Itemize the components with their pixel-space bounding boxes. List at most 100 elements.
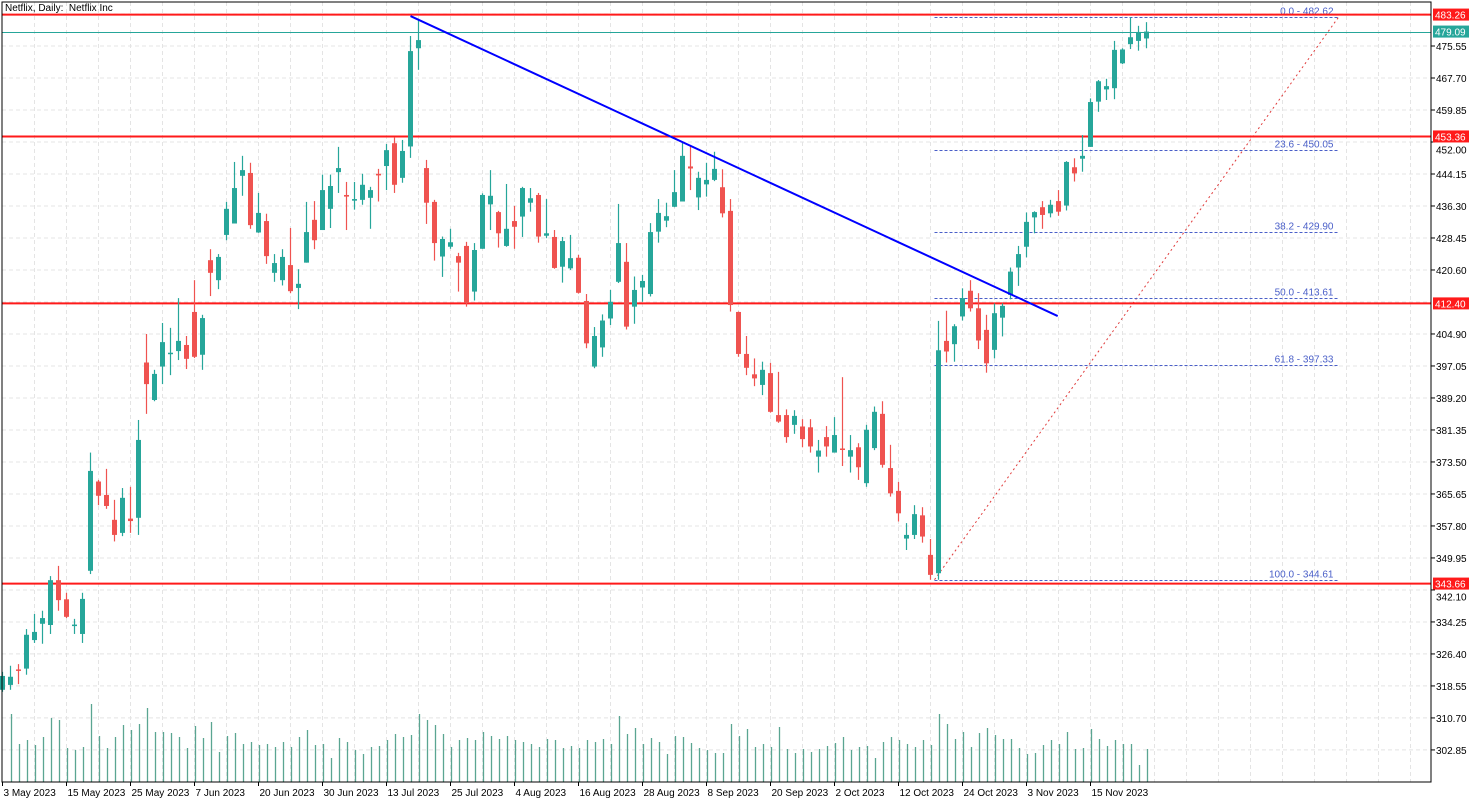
candle-body bbox=[528, 198, 533, 203]
fibonacci-level-label: 61.8 - 397.33 bbox=[1275, 355, 1334, 366]
candle bbox=[576, 254, 581, 294]
price-tick-label: 381.35 bbox=[1436, 426, 1467, 437]
candle-body bbox=[168, 352, 173, 355]
candle bbox=[856, 443, 861, 480]
candle-body bbox=[160, 342, 165, 367]
date-tick-label: 7 Jun 2023 bbox=[196, 788, 246, 799]
candle bbox=[968, 280, 973, 312]
candle bbox=[848, 435, 853, 473]
candle-body bbox=[672, 192, 677, 207]
candle-body bbox=[1040, 207, 1045, 215]
candle bbox=[608, 289, 613, 326]
fibonacci-retracement[interactable]: 0.0 - 482.62 23.6 - 450.05 38.2 - 429.90 50… bbox=[934, 7, 1339, 581]
candle bbox=[816, 439, 821, 473]
candle-body bbox=[256, 212, 261, 233]
date-tick-label: 25 Jul 2023 bbox=[452, 788, 504, 799]
candle-body bbox=[808, 427, 813, 447]
candle bbox=[520, 186, 525, 237]
candle bbox=[360, 173, 365, 205]
candle bbox=[624, 243, 629, 330]
trendline[interactable] bbox=[410, 15, 1059, 317]
candle-body bbox=[1032, 212, 1037, 218]
date-tick-label: 4 Aug 2023 bbox=[516, 788, 567, 799]
candle-body bbox=[448, 242, 453, 247]
price-tick-label: 467.70 bbox=[1436, 74, 1467, 85]
candle-body bbox=[72, 624, 77, 627]
candle bbox=[240, 155, 245, 196]
price-tick-label: 389.20 bbox=[1436, 394, 1467, 405]
candle-body bbox=[856, 447, 861, 468]
candle-body bbox=[752, 374, 757, 379]
candle-body bbox=[248, 172, 253, 226]
candle-body bbox=[80, 598, 85, 634]
candle bbox=[1024, 212, 1029, 258]
candle bbox=[560, 236, 565, 283]
candle-body bbox=[16, 669, 21, 671]
candle-body bbox=[192, 311, 197, 357]
candle bbox=[280, 249, 285, 286]
price-axis[interactable]: 475.55 467.70 459.85 452.00 444.15 436.30 428.… bbox=[1431, 8, 1469, 757]
candle bbox=[648, 223, 653, 297]
candle bbox=[392, 137, 397, 193]
candle bbox=[872, 406, 877, 451]
candle-body bbox=[320, 190, 325, 231]
price-tick-label: 318.55 bbox=[1436, 682, 1467, 693]
candle-body bbox=[1024, 221, 1029, 247]
candle-body bbox=[776, 415, 781, 422]
candle bbox=[504, 183, 509, 247]
candle-body bbox=[312, 219, 317, 241]
candle bbox=[488, 170, 493, 231]
candle bbox=[760, 361, 765, 396]
candle bbox=[272, 254, 277, 282]
candle bbox=[216, 254, 221, 290]
candle-body bbox=[704, 179, 709, 185]
candle bbox=[1080, 135, 1085, 172]
candle bbox=[1112, 40, 1117, 100]
candle bbox=[160, 322, 165, 385]
candle bbox=[224, 201, 229, 241]
candle bbox=[416, 18, 421, 70]
candle bbox=[128, 486, 133, 533]
candle-body bbox=[264, 221, 269, 257]
candle bbox=[456, 252, 461, 292]
candle bbox=[1032, 211, 1037, 234]
candle bbox=[592, 327, 597, 369]
fibonacci-level-label: 100.0 - 344.61 bbox=[1269, 570, 1334, 581]
candle-body bbox=[328, 186, 333, 209]
candle bbox=[792, 410, 797, 434]
candle bbox=[584, 294, 589, 349]
candle bbox=[656, 199, 661, 243]
level-price-badge-background bbox=[1433, 577, 1469, 590]
candle-body bbox=[1088, 102, 1093, 147]
horizontal-levels[interactable] bbox=[2, 13, 1431, 585]
candle-body bbox=[64, 599, 69, 617]
candle-body bbox=[424, 168, 429, 203]
price-tick-label: 334.25 bbox=[1436, 618, 1467, 629]
candle bbox=[768, 362, 773, 413]
candle-body bbox=[144, 362, 149, 385]
candle bbox=[736, 311, 741, 357]
time-axis[interactable]: 3 May 2023 15 May 2023 25 May 2023 7 Jun 20… bbox=[2, 782, 1149, 799]
candle-body bbox=[848, 450, 853, 457]
candle bbox=[1000, 303, 1005, 337]
candle-body bbox=[128, 518, 133, 522]
candle bbox=[920, 507, 925, 543]
candle-body bbox=[560, 241, 565, 267]
candle bbox=[928, 538, 933, 580]
date-tick-label: 3 Nov 2023 bbox=[1028, 788, 1080, 799]
level-price-badge-background bbox=[1433, 130, 1469, 143]
candle-body bbox=[768, 373, 773, 412]
candle bbox=[616, 203, 621, 284]
candle-body bbox=[272, 263, 277, 273]
candle bbox=[48, 576, 53, 634]
candle-body bbox=[936, 350, 941, 574]
candle-body bbox=[1144, 31, 1149, 39]
trend-line[interactable] bbox=[410, 15, 1059, 317]
candle bbox=[184, 336, 189, 370]
price-tick-label: 459.85 bbox=[1436, 106, 1467, 117]
price-tick-label: 373.50 bbox=[1436, 458, 1467, 469]
candle-body bbox=[1048, 204, 1053, 214]
level-price-badge: 453.36 bbox=[1435, 132, 1466, 143]
date-tick-label: 8 Sep 2023 bbox=[708, 788, 760, 799]
